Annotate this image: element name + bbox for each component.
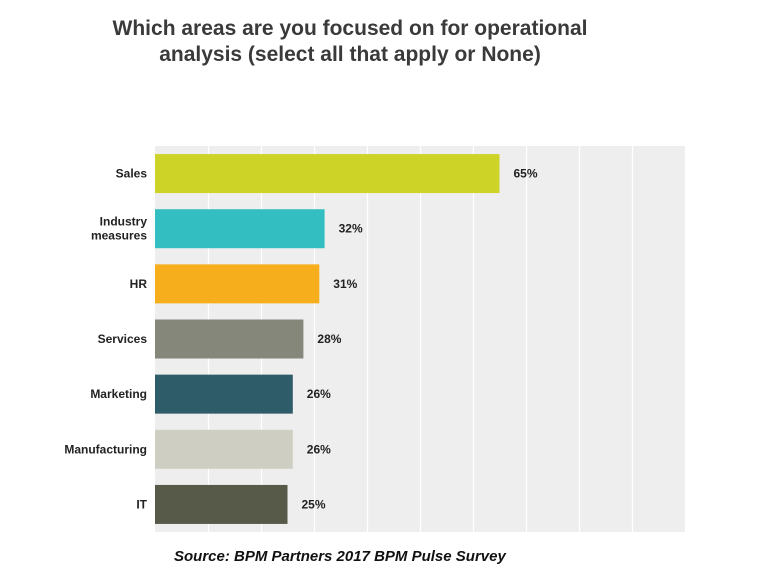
category-label: Industry measures: [91, 215, 147, 243]
bar-sales: [155, 154, 500, 194]
value-label: 26%: [307, 387, 331, 401]
bar-marketing: [155, 374, 293, 414]
value-label: 25%: [302, 497, 326, 511]
category-label: Sales: [116, 167, 148, 181]
value-label: 65%: [514, 167, 538, 181]
bar-it: [155, 484, 288, 524]
value-label: 26%: [307, 442, 331, 456]
bar-hr: [155, 264, 320, 304]
value-label: 28%: [317, 332, 341, 346]
bar-manufacturing: [155, 429, 293, 469]
bar-services: [155, 319, 304, 359]
category-label: Marketing: [90, 387, 147, 401]
category-label: IT: [136, 497, 147, 511]
value-label: 31%: [333, 277, 357, 291]
category-label: HR: [130, 277, 148, 291]
category-label: Services: [98, 332, 148, 346]
source-caption: Source: BPM Partners 2017 BPM Pulse Surv…: [174, 548, 506, 565]
value-label: 32%: [339, 222, 363, 236]
chart-title: Which areas are you focused on for opera…: [112, 17, 588, 66]
category-label: Manufacturing: [64, 442, 147, 456]
bar-industry-measures: [155, 209, 325, 249]
